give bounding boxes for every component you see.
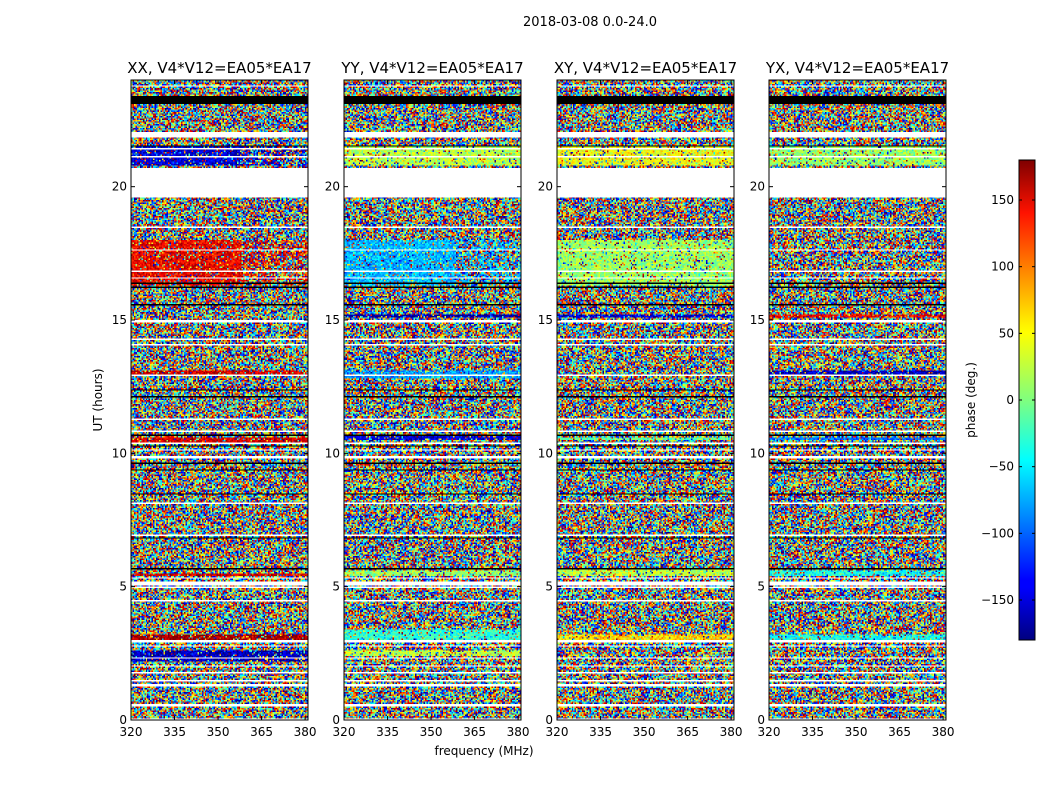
y-tick-label: 10 [750, 446, 765, 460]
panel-3: XY, V4*V12=EA05*EA17 320 335 350 365 380 0 5 10 1… [538, 59, 743, 739]
x-tick-label: 380 [294, 725, 317, 739]
x-tick-label: 335 [801, 725, 824, 739]
colorbar-ticks: 150 100 50 0 −50 −100 −150 [981, 193, 1035, 607]
colorbar-tick-label: 50 [999, 326, 1014, 340]
x-tick-label: 350 [633, 725, 656, 739]
y-tick-label: 20 [325, 180, 340, 194]
waterfall-image [557, 80, 734, 720]
panel-title: XX, V4*V12=EA05*EA17 [127, 59, 311, 77]
axes-frame [768, 79, 947, 721]
x-tick-label: 365 [463, 725, 486, 739]
y-tick-label: 5 [332, 580, 340, 594]
y-tick-label: 0 [545, 713, 553, 727]
colorbar-tick-label: 0 [1006, 393, 1014, 407]
x-axis-label: frequency (MHz) [434, 744, 533, 758]
y-tick-label: 15 [750, 313, 765, 327]
y-tick-label: 15 [538, 313, 553, 327]
x-tick-label: 350 [845, 725, 868, 739]
y-axis-label: UT (hours) [91, 368, 105, 431]
y-tick-label: 20 [112, 180, 127, 194]
y-tick-label: 5 [119, 580, 127, 594]
axes-frame [343, 79, 522, 721]
panels: XX, V4*V12=EA05*EA17 320 335 350 365 380 0 5 10 1… [112, 59, 955, 739]
figure-title: 2018-03-08 0.0-24.0 [523, 15, 657, 30]
y-tick-label: 0 [119, 713, 127, 727]
colorbar-tick-label: −100 [981, 526, 1014, 540]
waterfall-image [344, 80, 521, 720]
x-tick-label: 365 [888, 725, 911, 739]
axes-frame [130, 79, 309, 721]
panel-2: YY, V4*V12=EA05*EA17 320 335 350 365 380 0 5 10 1… [325, 59, 530, 739]
x-tick-label: 335 [376, 725, 399, 739]
y-tick-label: 0 [757, 713, 765, 727]
panel-4: YX, V4*V12=EA05*EA17 320 335 350 365 380 0 5 10 1… [750, 59, 955, 739]
waterfall-image [769, 80, 946, 720]
panel-title: YY, V4*V12=EA05*EA17 [340, 59, 523, 77]
y-tick-label: 15 [112, 313, 127, 327]
x-tick-label: 320 [120, 725, 143, 739]
colorbar-tick-label: −150 [981, 593, 1014, 607]
colorbar-tick-label: 150 [991, 193, 1014, 207]
colorbar-tick-label: 100 [991, 260, 1014, 274]
x-tick-label: 320 [546, 725, 569, 739]
colorbar-tick-label: −50 [989, 460, 1014, 474]
panel-title: YX, V4*V12=EA05*EA17 [765, 59, 949, 77]
y-tick-label: 20 [750, 180, 765, 194]
panel-1: XX, V4*V12=EA05*EA17 320 335 350 365 380 0 5 10 1… [112, 59, 317, 739]
waterfall-image [131, 80, 308, 720]
y-tick-label: 5 [545, 580, 553, 594]
y-tick-label: 0 [332, 713, 340, 727]
colorbar: 150 100 50 0 −50 −100 −150 phase (deg.) [964, 159, 1036, 641]
x-tick-label: 335 [163, 725, 186, 739]
y-tick-label: 5 [757, 580, 765, 594]
y-tick-label: 20 [538, 180, 553, 194]
y-tick-label: 15 [325, 313, 340, 327]
panel-title: XY, V4*V12=EA05*EA17 [554, 59, 737, 77]
x-tick-label: 320 [333, 725, 356, 739]
y-tick-label: 10 [538, 446, 553, 460]
x-tick-label: 380 [507, 725, 530, 739]
y-tick-label: 10 [325, 446, 340, 460]
colorbar-label: phase (deg.) [964, 362, 978, 438]
x-tick-label: 380 [932, 725, 955, 739]
x-tick-label: 365 [250, 725, 273, 739]
axes-frame [556, 79, 735, 721]
x-tick-label: 335 [589, 725, 612, 739]
y-tick-label: 10 [112, 446, 127, 460]
x-tick-label: 350 [207, 725, 230, 739]
x-tick-label: 380 [720, 725, 743, 739]
x-tick-label: 320 [758, 725, 781, 739]
x-tick-label: 350 [420, 725, 443, 739]
x-tick-label: 365 [676, 725, 699, 739]
